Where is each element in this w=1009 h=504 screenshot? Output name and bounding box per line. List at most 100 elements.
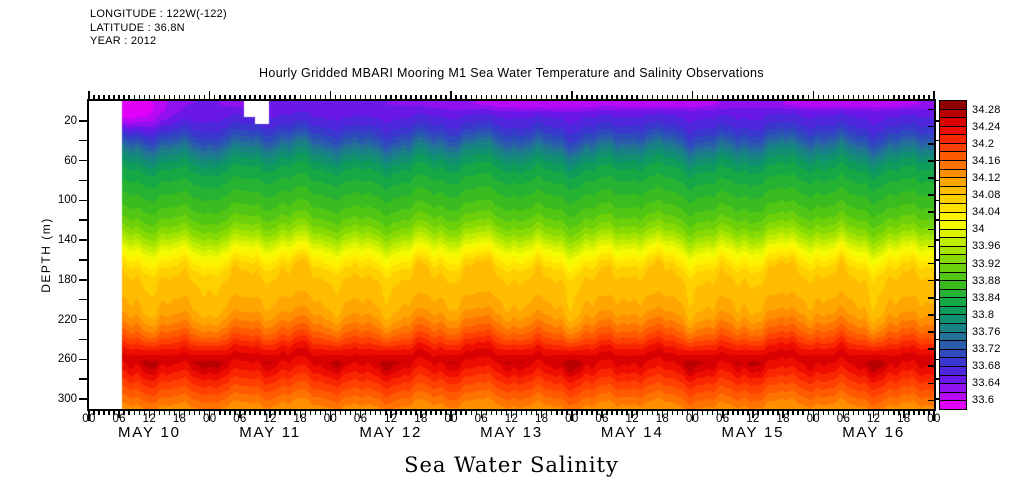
- x-axis-top-tick: [646, 95, 649, 99]
- x-axis-top-tick: [641, 95, 644, 99]
- x-axis-tick: [249, 411, 251, 415]
- colorbar-cell: [940, 348, 966, 358]
- x-axis-top-tick: [576, 95, 578, 99]
- x-axis-tick: [510, 411, 513, 418]
- x-axis-tick: [908, 411, 910, 415]
- colorbar-tick: [928, 382, 936, 385]
- x-axis-top-tick: [545, 95, 548, 99]
- x-hour-label: 06: [595, 413, 609, 425]
- x-axis-top-tick: [460, 95, 462, 99]
- x-axis-tick: [289, 411, 291, 415]
- metadata-block: LONGITUDE : 122W(-122) LATITUDE : 36.8N …: [90, 8, 227, 49]
- y-axis-tick: [79, 298, 87, 301]
- y-axis-tick: [79, 378, 87, 380]
- x-axis-tick: [294, 411, 296, 415]
- x-axis-tick: [757, 411, 759, 415]
- x-axis-top-tick: [666, 95, 669, 99]
- x-axis-top-tick: [520, 95, 523, 99]
- x-axis-tick: [415, 411, 417, 415]
- x-axis-tick: [611, 411, 613, 415]
- x-axis-top-tick: [732, 95, 734, 99]
- colorbar-tick: [928, 348, 936, 350]
- x-axis-tick: [420, 411, 422, 418]
- x-axis-top-tick: [591, 95, 593, 99]
- x-axis-tick: [877, 411, 880, 415]
- x-axis-top-tick: [198, 95, 201, 99]
- x-axis-tick: [530, 411, 533, 415]
- x-axis-tick: [203, 411, 206, 415]
- y-axis-tick: [79, 338, 87, 341]
- x-axis-top-tick: [400, 95, 402, 99]
- x-hour-label: 06: [836, 413, 851, 425]
- x-axis-top-tick: [913, 95, 915, 99]
- x-axis-top-tick: [178, 95, 181, 99]
- x-axis-tick: [143, 411, 146, 415]
- colorbar-tick-label: 33.76: [972, 326, 1001, 338]
- x-axis-tick: [173, 411, 176, 415]
- x-axis-top-tick: [928, 95, 930, 99]
- x-axis-tick: [309, 411, 312, 415]
- x-axis-top-tick: [133, 95, 136, 99]
- x-axis-top-tick: [415, 95, 417, 99]
- figure-caption: Sea Water Salinity: [404, 453, 619, 477]
- y-tick-label: 100: [57, 194, 77, 207]
- colorbar-tick-label: 34.28: [972, 103, 1001, 116]
- x-axis-tick: [369, 411, 372, 415]
- x-axis-tick: [400, 411, 402, 415]
- x-axis-top-tick: [88, 91, 90, 99]
- x-axis-top-tick: [933, 91, 935, 99]
- x-axis-top-tick: [908, 95, 910, 99]
- x-axis-top-tick: [631, 95, 633, 99]
- y-axis-tick: [79, 179, 87, 182]
- x-axis-tick: [485, 411, 488, 415]
- x-axis-top-tick: [153, 95, 156, 99]
- colorbar-cell: [940, 288, 966, 298]
- colorbar-cell: [940, 297, 966, 306]
- x-axis-tick: [822, 411, 825, 415]
- x-axis-top-tick: [374, 95, 377, 99]
- x-axis-tick: [334, 411, 337, 415]
- x-axis-tick: [239, 411, 241, 418]
- x-axis-tick: [732, 411, 734, 415]
- x-axis-tick: [284, 411, 286, 415]
- x-axis-top-tick: [686, 95, 689, 99]
- x-axis-top-tick: [420, 95, 422, 99]
- x-axis-tick: [410, 411, 412, 415]
- x-axis-tick: [455, 411, 457, 415]
- x-axis-top-tick: [893, 95, 895, 99]
- colorbar-cell: [940, 134, 966, 143]
- x-axis-top-tick: [435, 95, 437, 99]
- colorbar-cell: [940, 194, 966, 203]
- x-axis-top-tick: [701, 95, 704, 99]
- x-axis-tick: [234, 411, 236, 415]
- colorbar-cell: [940, 142, 966, 152]
- y-tick-label: 180: [57, 273, 77, 286]
- x-axis-tick: [807, 411, 809, 415]
- x-axis-top-tick: [722, 95, 724, 99]
- colorbar-cell: [940, 254, 966, 263]
- x-axis-tick: [867, 411, 870, 415]
- x-axis-tick: [918, 411, 920, 415]
- colorbar-cell: [940, 177, 966, 186]
- x-axis-top-tick: [319, 95, 322, 99]
- x-axis-tick: [359, 411, 362, 418]
- x-axis-top-tick: [188, 95, 191, 99]
- colorbar-cell: [940, 228, 966, 238]
- x-axis-top-tick: [616, 95, 618, 99]
- x-axis-top-tick: [98, 95, 100, 99]
- colorbar-tick-label: 34.12: [972, 172, 1001, 184]
- x-axis-top-tick: [636, 95, 638, 99]
- colorbar-cell: [940, 117, 966, 126]
- x-axis-top-tick: [390, 95, 392, 99]
- x-hour-label: 06: [474, 413, 489, 425]
- x-axis-top-tick: [163, 95, 166, 99]
- x-axis-tick: [208, 411, 211, 421]
- x-axis-top-tick: [530, 95, 533, 99]
- x-axis-tick: [299, 411, 301, 418]
- colorbar-cell: [940, 237, 966, 246]
- x-axis-top-tick: [113, 95, 115, 99]
- x-axis-tick: [395, 411, 397, 415]
- x-axis-tick: [224, 411, 226, 415]
- x-axis-top-tick: [727, 95, 729, 99]
- x-axis-tick: [686, 411, 689, 415]
